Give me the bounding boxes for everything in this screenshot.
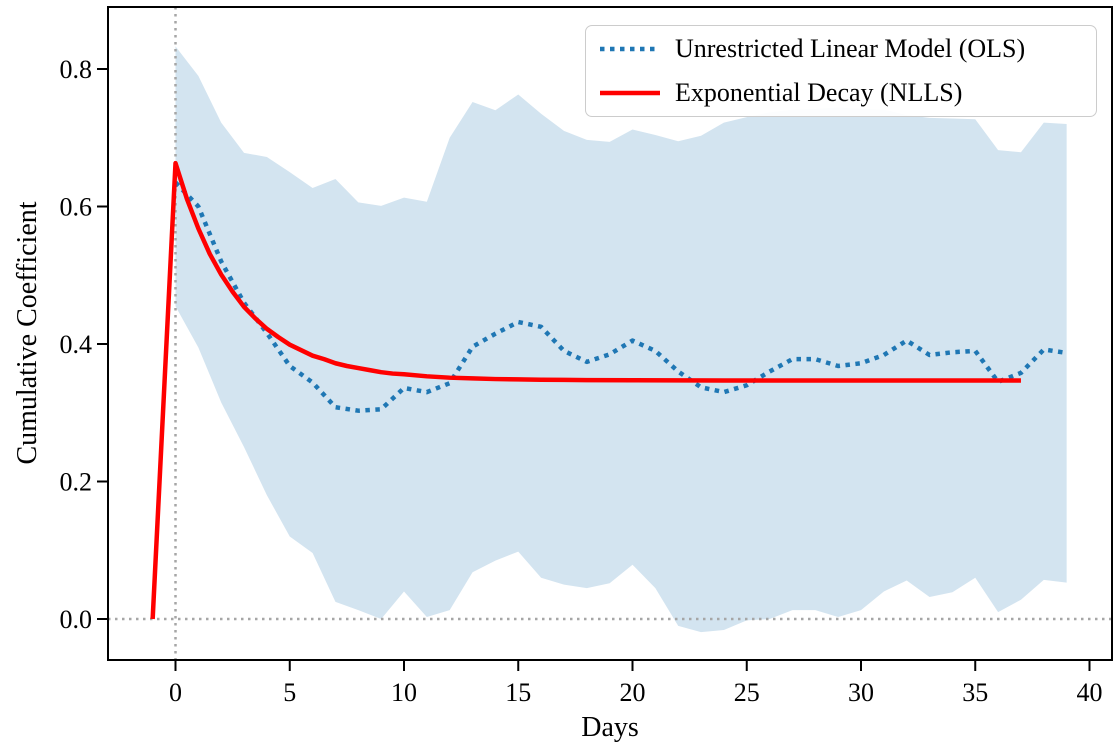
y-tick-label: 0.2 [60,468,93,497]
confidence-band [175,46,1067,633]
x-tick-label: 35 [962,678,988,707]
plot-border [107,6,1113,661]
legend: Unrestricted Linear Model (OLS) Exponent… [585,25,1097,117]
x-tick-label: 10 [391,678,417,707]
dotted-line-icon [600,46,660,52]
legend-entry-nlls: Exponential Decay (NLLS) [586,71,1096,115]
legend-label-ols: Unrestricted Linear Model (OLS) [675,34,1026,63]
x-tick-label: 40 [1077,678,1103,707]
y-axis-label: Cumulative Coefficient [12,201,43,465]
x-tick-label: 30 [848,678,874,707]
legend-entry-ols: Unrestricted Linear Model (OLS) [586,27,1096,71]
ols-series-line [173,180,1067,413]
y-tick-label: 0.8 [60,55,93,84]
solid-line-icon [600,90,660,96]
x-tick-label: 5 [283,678,296,707]
legend-label-nlls: Exponential Decay (NLLS) [675,78,963,107]
y-tick-label: 0.4 [60,330,93,359]
x-tick-label: 15 [505,678,531,707]
y-tick-label: 0.6 [60,193,93,222]
x-tick-label: 25 [734,678,760,707]
x-tick-label: 20 [620,678,646,707]
x-tick-label: 0 [169,678,182,707]
x-axis-label: Days [581,712,639,743]
y-tick-label: 0.0 [60,605,93,634]
nlls-series-line [150,160,1021,620]
